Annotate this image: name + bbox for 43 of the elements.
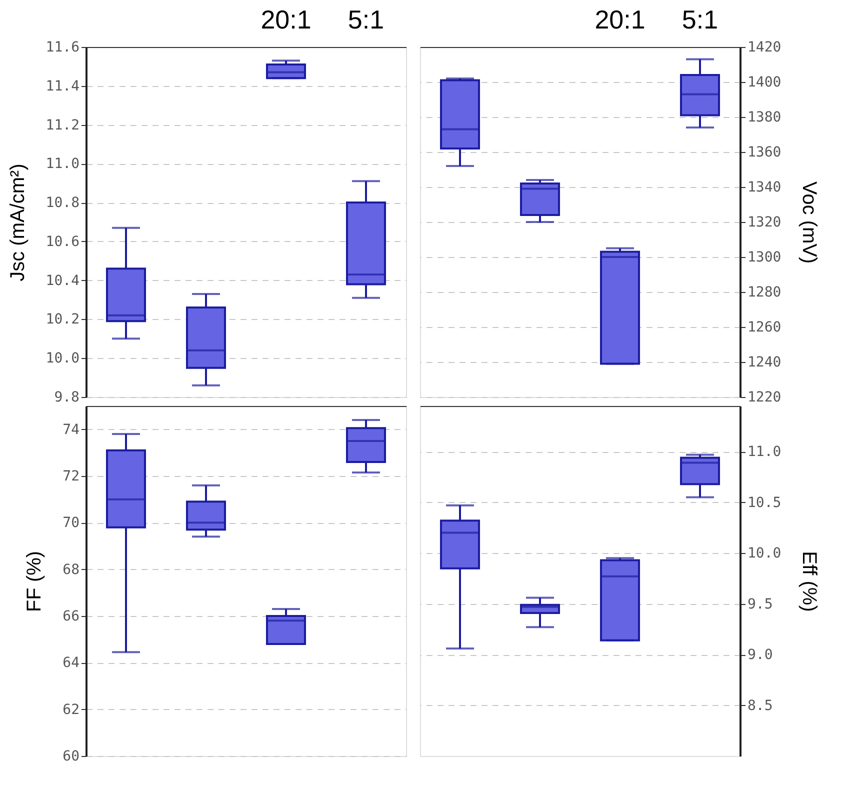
y-tick-label: 11.0	[748, 444, 782, 460]
y-axis-title: Voc (mV)	[798, 181, 820, 264]
y-axis-title: Jsc (mA/cm²)	[6, 164, 29, 282]
y-tick-label: 1420	[748, 40, 782, 56]
y-tick-label: 11.2	[46, 117, 80, 134]
y-tick-label: 9.8	[54, 390, 80, 406]
x-tick-label: 20:1	[594, 4, 646, 34]
y-tick-label: 10.8	[46, 195, 80, 212]
y-tick-label: 1400	[748, 74, 782, 90]
y-axis-title: Eff (%)	[798, 551, 820, 612]
y-axis-title: FF (%)	[24, 550, 46, 612]
y-tick-label: 9.5	[748, 596, 773, 612]
y-tick-label: 9.0	[748, 647, 773, 664]
y-tick-label: 74	[62, 422, 80, 438]
y-tick-label: 1220	[748, 390, 782, 406]
y-tick-label: 1240	[748, 354, 782, 370]
y-tick-label: 8.5	[748, 698, 773, 714]
y-tick-label: 10.2	[46, 312, 80, 328]
y-tick-label: 1340	[748, 180, 782, 196]
y-tick-label: 10.6	[46, 234, 80, 250]
y-tick-label: 1360	[748, 144, 782, 160]
y-tick-label: 60	[62, 748, 80, 764]
x-tick-label: 5:1	[682, 4, 718, 34]
y-tick-label: 1260	[748, 320, 782, 336]
y-tick-label: 64	[62, 655, 80, 672]
y-tick-label: 70	[62, 515, 80, 532]
y-tick-label: 72	[62, 468, 80, 484]
y-tick-label: 10.0	[748, 546, 782, 562]
y-tick-label: 10.4	[46, 272, 80, 289]
y-tick-label: 11.4	[46, 78, 80, 94]
y-tick-label: 11.0	[46, 156, 80, 172]
y-tick-label: 10.0	[46, 350, 80, 367]
y-tick-label: 68	[62, 562, 80, 578]
y-tick-label: 11.6	[46, 40, 80, 56]
y-tick-label: 62	[62, 702, 80, 718]
y-tick-label: 66	[62, 608, 80, 624]
y-tick-label: 1320	[748, 214, 782, 230]
y-tick-label: 10.5	[748, 494, 782, 511]
y-tick-label: 1280	[748, 284, 782, 300]
x-tick-label: 5:1	[348, 4, 384, 34]
y-tick-label: 1300	[748, 250, 782, 266]
x-tick-label: 20:1	[260, 4, 312, 34]
y-tick-label: 1380	[748, 110, 782, 126]
